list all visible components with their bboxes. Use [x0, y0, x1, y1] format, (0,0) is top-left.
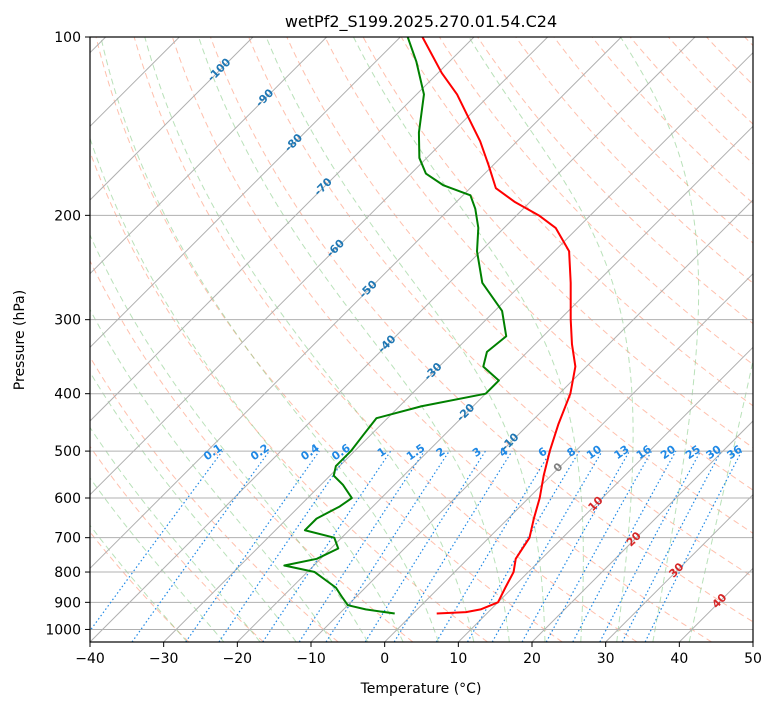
mixing-ratio-line: [90, 450, 223, 632]
mixing-ratio-line: [298, 450, 425, 642]
x-tick-label: 40: [670, 651, 688, 667]
x-tick-label: −30: [149, 651, 179, 667]
mixing-ratio-line: [644, 450, 743, 642]
isotherm-line: [90, 37, 549, 496]
mixing-ratio-line: [545, 450, 653, 642]
mixing-ratio-line: [521, 450, 631, 642]
isotherm-line: [90, 37, 401, 349]
moist-adiabat: [620, 37, 700, 642]
x-tick-label: 0: [380, 651, 389, 667]
x-tick-label: 30: [597, 651, 615, 667]
moist-adiabat: [353, 37, 584, 642]
y-tick-label: 400: [54, 387, 81, 403]
moist-adiabat: [90, 371, 297, 642]
y-tick-label: 200: [54, 208, 81, 224]
chart-title: wetPf2_S199.2025.270.01.54.C24: [285, 12, 557, 32]
moist-adiabat: [100, 37, 439, 642]
isotherm-line: [90, 37, 622, 570]
x-tick-label: −10: [296, 651, 326, 667]
x-tick-label: 20: [523, 651, 541, 667]
isotherm-line: [163, 51, 753, 642]
isotherm-line: [236, 125, 753, 642]
isotherm-line: [90, 37, 475, 422]
x-tick-label: −20: [223, 651, 253, 667]
isotherm-line: [531, 420, 753, 642]
isotherm-line: [90, 37, 696, 642]
mixing-ratio-line: [325, 450, 450, 642]
y-tick-label: 300: [54, 313, 81, 329]
moist-adiabat: [265, 37, 546, 642]
dry-adiabat: [553, 37, 753, 244]
moist-adiabat: [90, 233, 369, 642]
isotherm-line: [384, 272, 753, 642]
moist-adiabat: [144, 37, 475, 642]
x-axis-label: Temperature (°C): [360, 681, 482, 697]
dry-adiabat: [362, 37, 753, 449]
moist-adiabat: [90, 524, 188, 642]
x-tick-label: 50: [744, 651, 762, 667]
y-axis-label: Pressure (hPa): [12, 290, 28, 390]
moist-adiabat: [90, 426, 261, 642]
y-tick-label: 500: [54, 444, 81, 460]
dry-adiabat: [210, 37, 753, 623]
dry-adiabat: [629, 37, 753, 165]
isotherm-line: [90, 37, 328, 275]
mixing-ratio-line: [262, 450, 392, 642]
y-tick-label: 700: [54, 531, 81, 547]
isotherm-line: [310, 199, 753, 642]
moist-adiabat: [90, 477, 225, 642]
x-tick-label: 10: [449, 651, 467, 667]
y-tick-label: 100: [54, 30, 81, 46]
moist-adiabat: [90, 136, 404, 642]
dry-adiabat: [439, 37, 753, 366]
plot-frame: [89, 36, 754, 643]
dry-adiabat: [324, 37, 753, 491]
y-tick-label: 900: [54, 595, 81, 611]
mixing-ratio-line: [572, 450, 677, 642]
mixing-ratio-line: [218, 450, 351, 642]
isotherm-line: [457, 346, 753, 642]
mixing-ratio-line: [393, 450, 513, 642]
y-tick-label: 1000: [45, 622, 81, 638]
moist-adiabat: [688, 358, 753, 642]
y-tick-label: 600: [54, 491, 81, 507]
plot-area: [90, 37, 753, 642]
dry-adiabat: [90, 259, 414, 642]
isotherm-line: [752, 641, 753, 642]
dry-adiabat: [133, 37, 638, 642]
mixing-ratio-line: [185, 450, 320, 642]
dry-adiabat: [400, 37, 753, 407]
temperature-line: [421, 37, 577, 615]
dewpoint-line: [283, 37, 508, 615]
y-tick-label: 800: [54, 565, 81, 581]
mixing-ratio-line: [131, 450, 270, 642]
moist-adiabat: [198, 37, 510, 642]
isotherm-line: [90, 37, 254, 201]
moist-adiabat: [90, 308, 333, 642]
isotherm-line: [605, 493, 753, 642]
dry-adiabat: [248, 37, 753, 578]
x-tick-label: −40: [75, 651, 105, 667]
dry-adiabat: [90, 445, 264, 642]
